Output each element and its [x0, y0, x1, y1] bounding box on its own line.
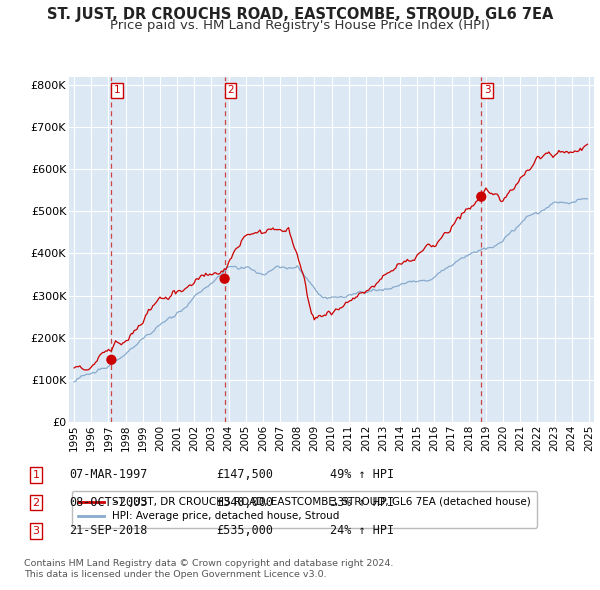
Text: 2: 2	[227, 85, 234, 95]
Text: 2: 2	[32, 498, 40, 507]
Text: 1: 1	[114, 85, 121, 95]
Text: 08-OCT-2003: 08-OCT-2003	[69, 496, 148, 509]
Text: 1: 1	[32, 470, 40, 480]
Text: 49% ↑ HPI: 49% ↑ HPI	[330, 468, 394, 481]
Text: This data is licensed under the Open Government Licence v3.0.: This data is licensed under the Open Gov…	[24, 571, 326, 579]
Text: 3: 3	[32, 526, 40, 536]
Text: £147,500: £147,500	[216, 468, 273, 481]
Text: £535,000: £535,000	[216, 525, 273, 537]
Text: Price paid vs. HM Land Registry's House Price Index (HPI): Price paid vs. HM Land Registry's House …	[110, 19, 490, 32]
Text: 3: 3	[484, 85, 490, 95]
Point	[107, 355, 116, 365]
Legend: ST. JUST, DR CROUCHS ROAD, EASTCOMBE, STROUD, GL6 7EA (detached house), HPI: Ave: ST. JUST, DR CROUCHS ROAD, EASTCOMBE, ST…	[71, 491, 537, 527]
Point	[476, 192, 486, 201]
Point	[220, 274, 229, 283]
Text: Contains HM Land Registry data © Crown copyright and database right 2024.: Contains HM Land Registry data © Crown c…	[24, 559, 394, 568]
Text: £340,000: £340,000	[216, 496, 273, 509]
Text: ST. JUST, DR CROUCHS ROAD, EASTCOMBE, STROUD, GL6 7EA: ST. JUST, DR CROUCHS ROAD, EASTCOMBE, ST…	[47, 7, 553, 22]
Text: 07-MAR-1997: 07-MAR-1997	[69, 468, 148, 481]
Text: 21-SEP-2018: 21-SEP-2018	[69, 525, 148, 537]
Text: 24% ↑ HPI: 24% ↑ HPI	[330, 525, 394, 537]
Text: 33% ↑ HPI: 33% ↑ HPI	[330, 496, 394, 509]
